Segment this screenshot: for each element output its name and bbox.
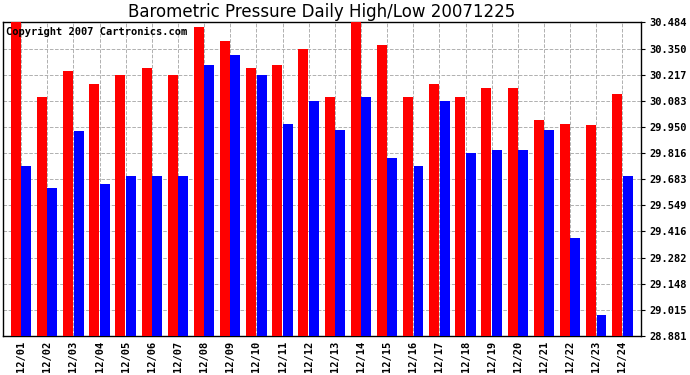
Bar: [178, 176, 188, 336]
Bar: [429, 84, 439, 336]
Bar: [220, 41, 230, 336]
Bar: [74, 131, 83, 336]
Bar: [387, 158, 397, 336]
Bar: [544, 130, 554, 336]
Bar: [534, 120, 544, 336]
Bar: [413, 166, 424, 336]
Bar: [257, 75, 266, 336]
Bar: [324, 98, 335, 336]
Bar: [168, 75, 178, 336]
Bar: [466, 153, 475, 336]
Bar: [351, 22, 361, 336]
Bar: [622, 176, 633, 336]
Bar: [597, 315, 607, 336]
Bar: [115, 75, 126, 336]
Bar: [560, 123, 570, 336]
Bar: [508, 88, 518, 336]
Bar: [586, 125, 596, 336]
Bar: [48, 188, 57, 336]
Bar: [299, 49, 308, 336]
Bar: [273, 65, 282, 336]
Bar: [21, 166, 31, 336]
Bar: [361, 98, 371, 336]
Bar: [377, 45, 387, 336]
Bar: [141, 68, 152, 336]
Bar: [100, 184, 110, 336]
Bar: [335, 130, 345, 336]
Title: Barometric Pressure Daily High/Low 20071225: Barometric Pressure Daily High/Low 20071…: [128, 3, 515, 21]
Bar: [455, 98, 465, 336]
Bar: [403, 98, 413, 336]
Bar: [283, 123, 293, 336]
Bar: [612, 94, 622, 336]
Bar: [126, 176, 136, 336]
Bar: [11, 22, 21, 336]
Bar: [309, 101, 319, 336]
Bar: [37, 98, 47, 336]
Bar: [152, 176, 162, 336]
Bar: [518, 150, 528, 336]
Bar: [440, 101, 450, 336]
Bar: [194, 27, 204, 336]
Bar: [63, 72, 73, 336]
Bar: [230, 55, 240, 336]
Bar: [204, 65, 215, 336]
Bar: [246, 68, 256, 336]
Bar: [89, 84, 99, 336]
Bar: [492, 150, 502, 336]
Bar: [571, 238, 580, 336]
Text: Copyright 2007 Cartronics.com: Copyright 2007 Cartronics.com: [6, 27, 187, 37]
Bar: [482, 88, 491, 336]
